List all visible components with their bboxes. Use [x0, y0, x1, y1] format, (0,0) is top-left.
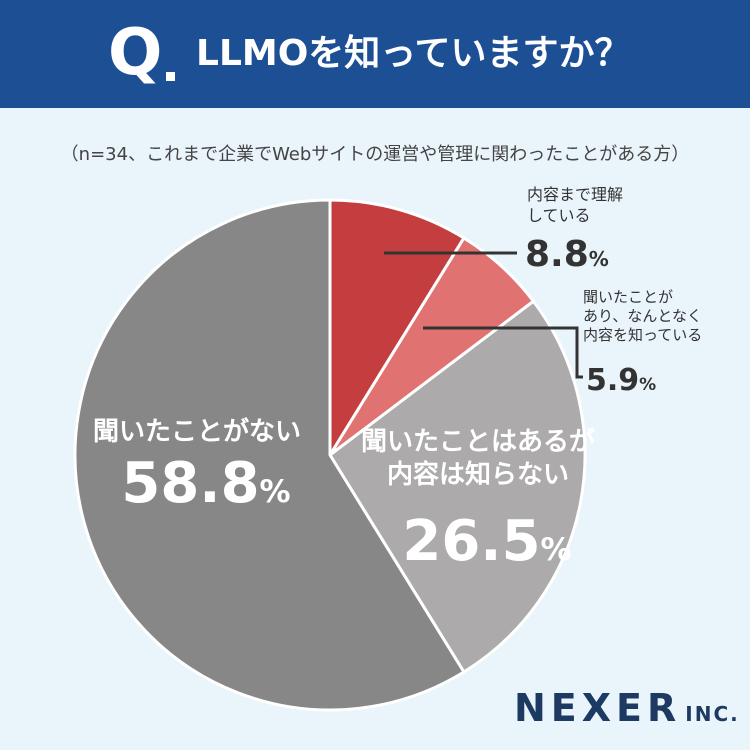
- slice-1-value-number: 5.9: [586, 363, 639, 398]
- slice-2-value-unit: %: [541, 532, 572, 568]
- pie-slice-3: [73, 198, 466, 712]
- slice-1-value: 5.9%: [586, 363, 656, 398]
- sample-note: （n=34、これまで企業でWebサイトの運営や管理に関わったことがある方）: [60, 144, 690, 165]
- slice-2-value-number: 26.5: [402, 509, 540, 574]
- slice-2-label-line-0: 聞いたことはあるが: [361, 426, 595, 457]
- pie-slice-2: [328, 299, 587, 674]
- logo-name: NEXER: [514, 686, 682, 730]
- question-dot: [166, 72, 175, 81]
- slice-0-value: 8.8%: [525, 234, 609, 275]
- slice-0-value-number: 8.8: [525, 234, 589, 275]
- slice-1-label-line-0: 聞いたことが: [583, 288, 673, 306]
- slice-0-value-unit: %: [589, 247, 609, 271]
- header-banner: Q LLMOを知っていますか？: [0, 0, 750, 108]
- slice-3-label-line-0: 聞いたことがない: [93, 416, 301, 447]
- slice-3-value-number: 58.8: [121, 451, 259, 516]
- slice-0-label-line-1: している: [527, 206, 591, 225]
- logo-suffix: INC.: [685, 702, 740, 726]
- slice-1-leader-line: [423, 326, 583, 379]
- pie-slice-0: [328, 198, 466, 457]
- slice-1-value-unit: %: [639, 375, 656, 395]
- page-title: LLMOを知っていますか？: [196, 33, 631, 74]
- slice-1-label-line-2: 内容を知っている: [583, 326, 702, 344]
- question-mark-label: Q: [108, 16, 163, 90]
- slice-3-value: 58.8%: [121, 451, 290, 516]
- slice-2-label-line-1: 内容は知らない: [387, 459, 569, 490]
- slice-2-value: 26.5%: [402, 509, 571, 574]
- slice-3-value-unit: %: [260, 474, 291, 510]
- slice-0-label-line-0: 内容まで理解: [527, 185, 623, 204]
- nexer-logo: NEXER INC.: [514, 686, 740, 730]
- slice-1-label-line-1: あり、なんとなく: [583, 307, 702, 325]
